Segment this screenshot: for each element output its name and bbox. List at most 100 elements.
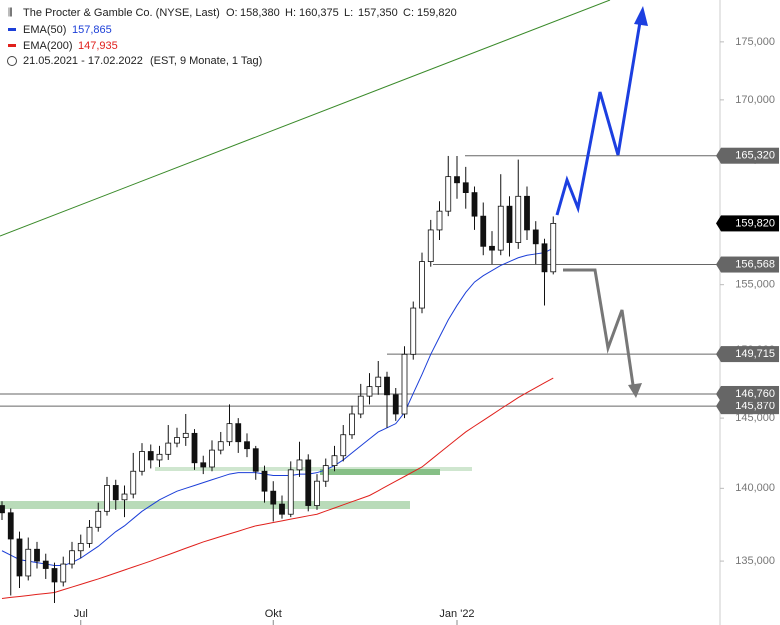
legend-value: 157,865 — [72, 24, 112, 36]
candle-body — [16, 538, 23, 577]
candle-body — [524, 195, 530, 231]
date-range: 21.05.2021 - 17.02.2022 — [23, 55, 143, 67]
candle-body — [156, 453, 163, 461]
candle-body — [427, 229, 434, 262]
candle-body — [147, 451, 154, 461]
candle-body — [112, 485, 119, 501]
y-tick-label: 175,000 — [735, 36, 775, 48]
legend-swatch — [8, 44, 16, 47]
clock-icon — [7, 56, 17, 66]
candle-body — [252, 448, 259, 472]
candle-body — [454, 176, 460, 184]
ema-line — [1, 377, 554, 599]
candle-body — [436, 210, 443, 231]
candle-body — [104, 485, 110, 512]
candle-body — [60, 563, 67, 583]
price-label-tip — [716, 215, 721, 232]
candle-body — [445, 176, 452, 212]
candle-body — [410, 307, 417, 355]
price-label-bg — [721, 256, 779, 273]
price-label-bg — [721, 385, 779, 402]
price-label: 165,320 — [735, 150, 775, 162]
legend-value: 147,935 — [78, 40, 118, 52]
candle-body — [541, 243, 548, 273]
y-tick-label: 170,000 — [735, 94, 775, 106]
candle-body — [314, 480, 320, 506]
x-tick-label: Jul — [74, 608, 88, 620]
y-tick-label: 140,000 — [735, 482, 775, 494]
ohlc-value: 160,375 — [299, 7, 339, 19]
candle-body — [174, 437, 180, 444]
candle-body — [305, 459, 312, 506]
candle-body — [191, 432, 198, 464]
candle-body — [489, 245, 495, 251]
candle-body — [331, 455, 338, 466]
trend-line — [0, 0, 611, 237]
price-label-bg — [721, 346, 779, 363]
candle-body — [95, 510, 102, 528]
candle-body — [34, 548, 40, 562]
candle-body — [51, 568, 58, 583]
candle-body — [69, 550, 75, 565]
candle-body — [121, 493, 128, 501]
price-label-bg — [721, 215, 779, 232]
candle-body — [130, 470, 137, 495]
candle-body — [270, 490, 277, 505]
candle-body — [7, 512, 14, 540]
support-zone — [320, 469, 440, 475]
candle-body — [287, 469, 294, 515]
candle-body — [217, 441, 224, 451]
x-tick-label: Okt — [265, 608, 282, 620]
candle-body — [532, 229, 539, 245]
arrow-head — [628, 383, 642, 398]
candle-body — [25, 548, 32, 577]
candle-body — [0, 505, 5, 514]
price-label: 145,870 — [735, 400, 775, 412]
header: ⫼ The Procter & Gamble Co. (NYSE, Last) … — [7, 7, 457, 67]
candle-body — [200, 462, 207, 468]
candle-body — [384, 376, 390, 396]
chart-title: The Procter & Gamble Co. (NYSE, Last) — [23, 7, 220, 19]
y-tick-label: 135,000 — [735, 555, 775, 567]
ohlc-name: C: — [403, 7, 414, 19]
ohlc-value: 157,350 — [358, 7, 398, 19]
ohlc-name: O: — [226, 7, 238, 19]
ohlc-value: 159,820 — [417, 7, 457, 19]
price-label-tip — [716, 385, 721, 402]
price-label-tip — [716, 346, 721, 363]
candle-body — [261, 470, 268, 492]
candle-body — [42, 560, 49, 569]
legend-swatch — [8, 28, 16, 31]
candle-body — [471, 192, 478, 217]
price-label: 149,715 — [735, 348, 775, 360]
ohlc-value: 158,380 — [240, 7, 280, 19]
x-tick-label: Jan '22 — [439, 608, 474, 620]
ema-line — [1, 247, 554, 567]
candle-body — [366, 386, 373, 397]
candle-body — [392, 394, 399, 415]
candle-body — [296, 459, 303, 471]
candle-body — [550, 223, 557, 273]
candle-body — [497, 205, 504, 251]
support-zone — [0, 501, 410, 509]
ohlc-name: L: — [344, 7, 353, 19]
price-label-tip — [716, 398, 721, 415]
ohlc-name: H: — [285, 7, 296, 19]
price-label-tip — [716, 256, 721, 273]
candle-body — [357, 395, 364, 415]
candle-body — [235, 423, 242, 443]
candle-body — [375, 376, 382, 388]
candle-body — [182, 432, 189, 438]
bull-arrow — [555, 21, 642, 216]
candle-body — [419, 261, 425, 309]
candle-body — [226, 423, 233, 443]
candle-body — [515, 195, 522, 243]
legend-name: EMA(50) — [23, 24, 66, 36]
candle-body — [322, 465, 329, 482]
candle-body — [209, 449, 215, 468]
bear-arrow — [563, 268, 635, 386]
candle-body — [244, 441, 250, 450]
support-zone — [155, 467, 472, 471]
candle-body — [86, 526, 93, 544]
candle-body — [165, 442, 172, 455]
